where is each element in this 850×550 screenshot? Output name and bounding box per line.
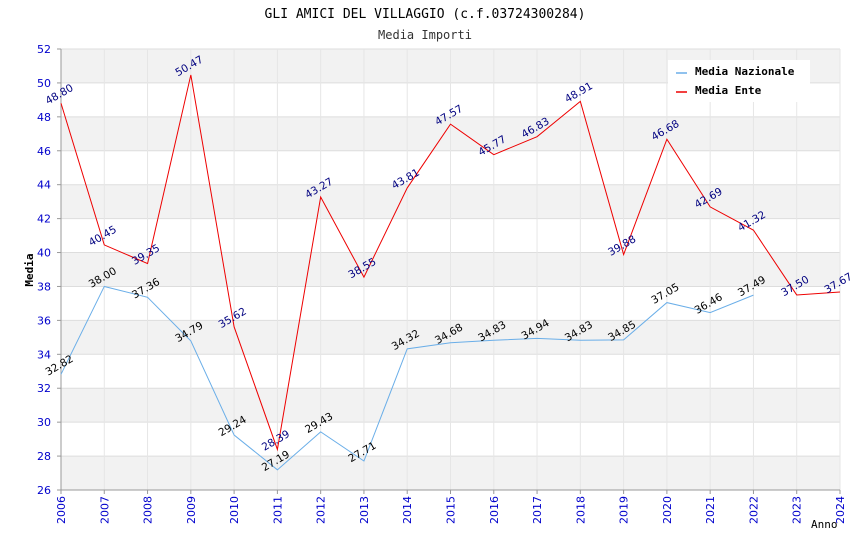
x-tick-label: 2012 — [315, 496, 328, 524]
data-label-media-nazionale: 36.46 — [693, 291, 725, 317]
x-tick-label: 2007 — [98, 496, 111, 524]
series-line-media-nazionale — [60, 285, 754, 471]
data-label-media-ente: 48.91 — [563, 80, 595, 105]
legend: Media Nazionale Media Ente — [668, 60, 810, 102]
chart-subtitle: Media Importi — [378, 28, 472, 42]
y-tick-label: 28 — [37, 450, 51, 463]
y-tick-label: 46 — [37, 145, 51, 158]
x-tick-label: 2022 — [747, 496, 760, 524]
data-label-media-ente: 28.39 — [260, 428, 292, 453]
data-label-media-ente: 40.45 — [87, 224, 119, 249]
y-tick-label: 50 — [37, 77, 51, 90]
x-tick-label: 2017 — [531, 496, 544, 524]
y-tick-label: 36 — [37, 314, 51, 327]
y-tick-label: 52 — [37, 43, 51, 56]
x-tick-label: 2016 — [488, 496, 501, 524]
x-tick-label: 2008 — [142, 496, 155, 524]
series-line-media-ente — [60, 74, 841, 452]
x-tick-label: 2019 — [618, 496, 631, 524]
x-tick-label: 2015 — [445, 496, 458, 524]
x-tick-label: 2011 — [271, 496, 284, 524]
axes — [60, 49, 840, 491]
x-tick-label: 2024 — [834, 496, 847, 524]
y-tick-label: 42 — [37, 213, 51, 226]
x-tick-label: 2014 — [401, 496, 414, 524]
x-axis-label: Anno — [811, 518, 838, 531]
y-tick-label: 40 — [37, 247, 51, 260]
x-tick-label: 2021 — [704, 496, 717, 524]
x-tick-labels: 2006 2007 2008 2009 2010 2011 2012 2013 2014 2015… — [55, 496, 847, 524]
y-tick-label: 32 — [37, 382, 51, 395]
y-tick-label: 48 — [37, 111, 51, 124]
y-tick-labels: 26 28 30 32 34 36 38 40 42 44 46 48 50 52 — [37, 43, 51, 497]
series-lines — [60, 74, 841, 471]
y-tick-label: 44 — [37, 179, 51, 192]
x-tick-label: 2023 — [791, 496, 804, 524]
y-axis-label: Media — [23, 253, 36, 286]
y-tick-label: 26 — [37, 484, 51, 497]
legend-box — [668, 60, 810, 102]
x-tick-label: 2018 — [574, 496, 587, 524]
y-tick-label: 30 — [37, 416, 51, 429]
legend-label-media-nazionale: Media Nazionale — [695, 65, 795, 78]
x-tick-label: 2013 — [358, 496, 371, 524]
y-tick-label: 38 — [37, 280, 51, 293]
x-tick-label: 2009 — [185, 496, 198, 524]
x-tick-label: 2020 — [661, 496, 674, 524]
x-tick-label: 2010 — [228, 496, 241, 524]
x-tick-label: 2006 — [55, 496, 68, 524]
y-tick-label: 34 — [37, 348, 51, 361]
chart-title: GLI AMICI DEL VILLAGGIO (c.f.03724300284… — [265, 7, 586, 22]
legend-label-media-ente: Media Ente — [695, 84, 762, 97]
